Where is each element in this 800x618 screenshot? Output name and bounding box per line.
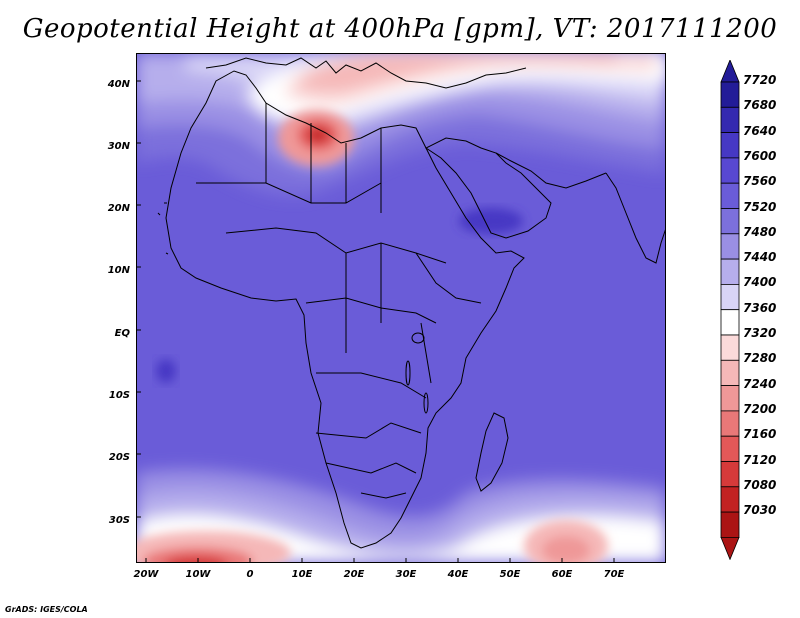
colorbar-label: 7400 xyxy=(743,275,777,290)
colorbar-label: 7320 xyxy=(743,326,777,340)
y-label-30n: 30N xyxy=(107,141,130,152)
grads-credit: GrADS: IGES/COLA xyxy=(5,605,88,614)
y-label-30s: 30S xyxy=(108,515,130,526)
colorbar-box xyxy=(720,81,740,108)
colorbar-box xyxy=(720,410,740,437)
field-atlantic-dark xyxy=(156,359,176,383)
africa-coastline xyxy=(165,70,525,549)
colorbar-box xyxy=(720,258,740,285)
colorbar-label: 7360 xyxy=(743,300,777,315)
x-label-70e: 70E xyxy=(603,569,625,580)
plot-frame xyxy=(136,53,666,563)
colorbar-top-arrow xyxy=(720,60,740,83)
colorbar-bottom-arrow xyxy=(720,537,740,560)
colorbar-label: 7600 xyxy=(743,148,777,163)
colorbar-label: 7520 xyxy=(743,199,777,214)
colorbar-label: 7640 xyxy=(743,123,777,138)
colorbar-box xyxy=(720,435,740,462)
colorbar-label: 7080 xyxy=(743,477,777,492)
colorbar-box xyxy=(720,385,740,412)
x-label-30e: 30E xyxy=(395,569,417,580)
border-north xyxy=(265,103,382,213)
lake-malawi xyxy=(423,392,429,414)
colorbar-box xyxy=(720,461,740,488)
colorbar-box xyxy=(720,132,740,159)
y-label-10n: 10N xyxy=(107,265,130,276)
x-label-60e: 60E xyxy=(551,569,573,580)
field-sw-red xyxy=(143,547,253,563)
colorbar-label: 7440 xyxy=(743,250,777,265)
colorbar-label: 7560 xyxy=(743,174,777,189)
colorbar-label: 7240 xyxy=(743,376,777,391)
field-arabia-dark xyxy=(459,208,523,234)
colorbar xyxy=(720,60,740,560)
field-se-red xyxy=(542,536,590,563)
lake-tanganyika xyxy=(405,360,411,386)
border-equatorial xyxy=(305,243,437,353)
x-label-10e: 10E xyxy=(291,569,313,580)
x-label-20w: 20W xyxy=(133,569,159,580)
colorbar-box xyxy=(720,106,740,133)
colorbar-label: 7680 xyxy=(743,98,777,113)
y-label-40n: 40N xyxy=(107,79,130,90)
border-east xyxy=(415,252,482,384)
colorbar-box xyxy=(720,283,740,311)
x-label-50e: 50E xyxy=(499,569,521,580)
colorbar-label: 7480 xyxy=(743,224,777,239)
madagascar-coastline xyxy=(475,412,509,492)
field-sw-core xyxy=(164,556,228,563)
colorbar-box xyxy=(720,182,740,209)
colorbar-box xyxy=(720,511,740,538)
x-label-20e: 20E xyxy=(343,569,365,580)
lake-victoria xyxy=(411,332,425,344)
gulf-coastline xyxy=(495,152,607,189)
colorbar-box xyxy=(720,208,740,235)
europe-coastline xyxy=(205,57,527,89)
colorbar-box xyxy=(720,233,740,260)
y-label-10s: 10S xyxy=(108,390,130,401)
x-label-40e: 40E xyxy=(447,569,469,580)
colorbar-label: 7120 xyxy=(743,452,777,467)
colorbar-label: 7200 xyxy=(743,401,777,416)
x-label-0: 0 xyxy=(246,569,254,580)
colorbar-label: 7030 xyxy=(743,503,777,518)
border-south xyxy=(325,462,417,499)
colorbar-label: 7160 xyxy=(743,427,777,442)
india-coastline xyxy=(605,172,666,264)
y-label-20n: 20N xyxy=(107,203,130,214)
map-plot xyxy=(136,53,666,563)
map-title: Geopotential Height at 400hPa [gpm], VT:… xyxy=(22,14,778,44)
islands-atlantic xyxy=(157,202,169,255)
colorbar-label: 7280 xyxy=(743,351,777,366)
colorbar-box xyxy=(720,309,740,336)
arabia-coastline xyxy=(425,137,552,239)
colorbar-box xyxy=(720,157,740,184)
y-label-20s: 20S xyxy=(108,452,130,463)
colorbar-box xyxy=(720,359,740,386)
colorbar-box xyxy=(720,486,740,513)
field-libya-core xyxy=(309,128,327,142)
y-label-eq: EQ xyxy=(114,328,130,339)
border-south-central xyxy=(315,372,427,439)
colorbar-label: 7720 xyxy=(743,73,777,87)
x-label-10w: 10W xyxy=(185,569,211,580)
colorbar-box xyxy=(720,334,740,361)
